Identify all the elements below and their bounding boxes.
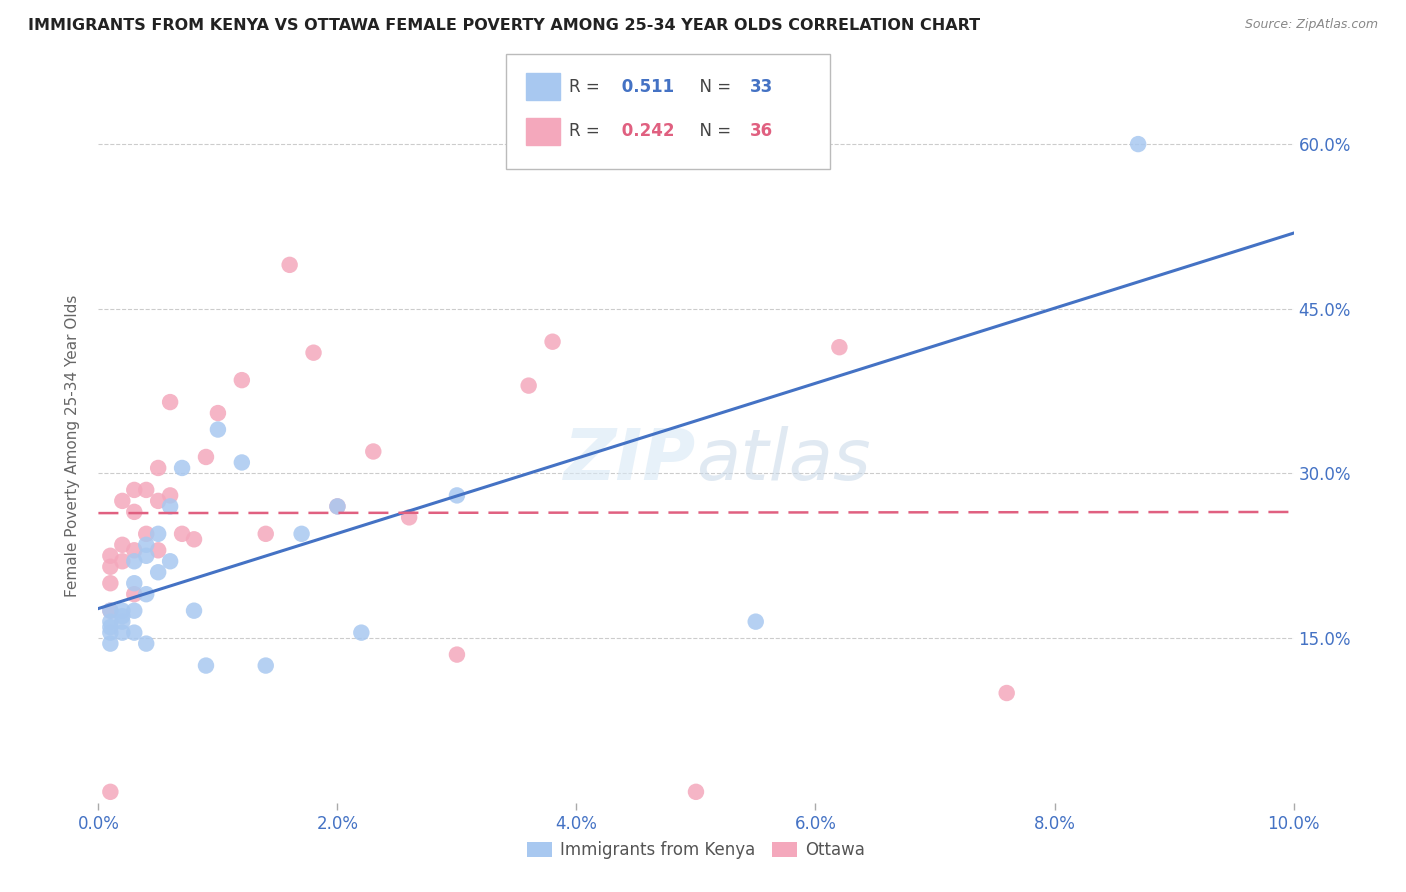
Text: ZIP: ZIP	[564, 425, 696, 495]
Point	[278, 258, 301, 272]
Point	[207, 423, 229, 437]
Point	[98, 637, 122, 651]
Point	[172, 461, 194, 475]
Point	[98, 559, 122, 574]
Point	[326, 500, 349, 514]
Point	[183, 533, 205, 547]
Text: 0.242: 0.242	[616, 122, 675, 140]
Point	[124, 543, 146, 558]
Point	[302, 345, 325, 359]
Text: N =: N =	[689, 122, 737, 140]
Point	[685, 785, 707, 799]
Text: R =: R =	[569, 122, 606, 140]
Point	[135, 483, 157, 497]
Point	[135, 637, 157, 651]
Text: 36: 36	[749, 122, 772, 140]
Point	[231, 455, 253, 469]
Point	[98, 549, 122, 563]
Point	[135, 526, 157, 541]
Text: Source: ZipAtlas.com: Source: ZipAtlas.com	[1244, 18, 1378, 31]
Point	[98, 604, 122, 618]
Point	[291, 526, 314, 541]
Point	[828, 340, 851, 354]
Point	[98, 604, 122, 618]
Point	[159, 554, 181, 568]
Text: IMMIGRANTS FROM KENYA VS OTTAWA FEMALE POVERTY AMONG 25-34 YEAR OLDS CORRELATION: IMMIGRANTS FROM KENYA VS OTTAWA FEMALE P…	[28, 18, 980, 33]
Point	[517, 378, 540, 392]
Point	[148, 494, 170, 508]
Point	[207, 406, 229, 420]
Point	[111, 625, 134, 640]
Point	[195, 450, 218, 464]
Point	[124, 625, 146, 640]
Point	[254, 658, 277, 673]
Point	[111, 615, 134, 629]
Point	[446, 648, 468, 662]
Point	[111, 538, 134, 552]
Point	[446, 488, 468, 502]
Point	[148, 543, 170, 558]
Point	[148, 566, 170, 580]
Point	[350, 625, 373, 640]
Point	[124, 576, 146, 591]
Text: N =: N =	[689, 78, 737, 95]
Point	[124, 554, 146, 568]
Point	[363, 444, 385, 458]
Point	[135, 549, 157, 563]
Point	[159, 500, 181, 514]
Point	[231, 373, 253, 387]
Point	[111, 609, 134, 624]
Point	[195, 658, 218, 673]
Point	[111, 604, 134, 618]
Point	[124, 587, 146, 601]
Point	[111, 494, 134, 508]
Point	[98, 625, 122, 640]
Point	[148, 526, 170, 541]
Point	[124, 483, 146, 497]
Point	[111, 554, 134, 568]
Point	[254, 526, 277, 541]
Point	[183, 604, 205, 618]
Point	[159, 395, 181, 409]
Point	[172, 526, 194, 541]
Point	[745, 615, 768, 629]
Point	[541, 334, 564, 349]
Point	[398, 510, 420, 524]
Point	[159, 488, 181, 502]
Point	[1128, 137, 1150, 152]
Point	[995, 686, 1018, 700]
Point	[98, 576, 122, 591]
Point	[124, 604, 146, 618]
Point	[98, 615, 122, 629]
Text: 0.511: 0.511	[616, 78, 673, 95]
Point	[98, 785, 122, 799]
Point	[124, 505, 146, 519]
Legend: Immigrants from Kenya, Ottawa: Immigrants from Kenya, Ottawa	[520, 835, 872, 866]
Text: atlas: atlas	[696, 425, 870, 495]
Point	[135, 538, 157, 552]
Point	[148, 461, 170, 475]
Text: R =: R =	[569, 78, 606, 95]
Text: 33: 33	[749, 78, 773, 95]
Point	[326, 500, 349, 514]
Y-axis label: Female Poverty Among 25-34 Year Olds: Female Poverty Among 25-34 Year Olds	[65, 295, 80, 597]
Point	[135, 587, 157, 601]
Point	[98, 620, 122, 634]
